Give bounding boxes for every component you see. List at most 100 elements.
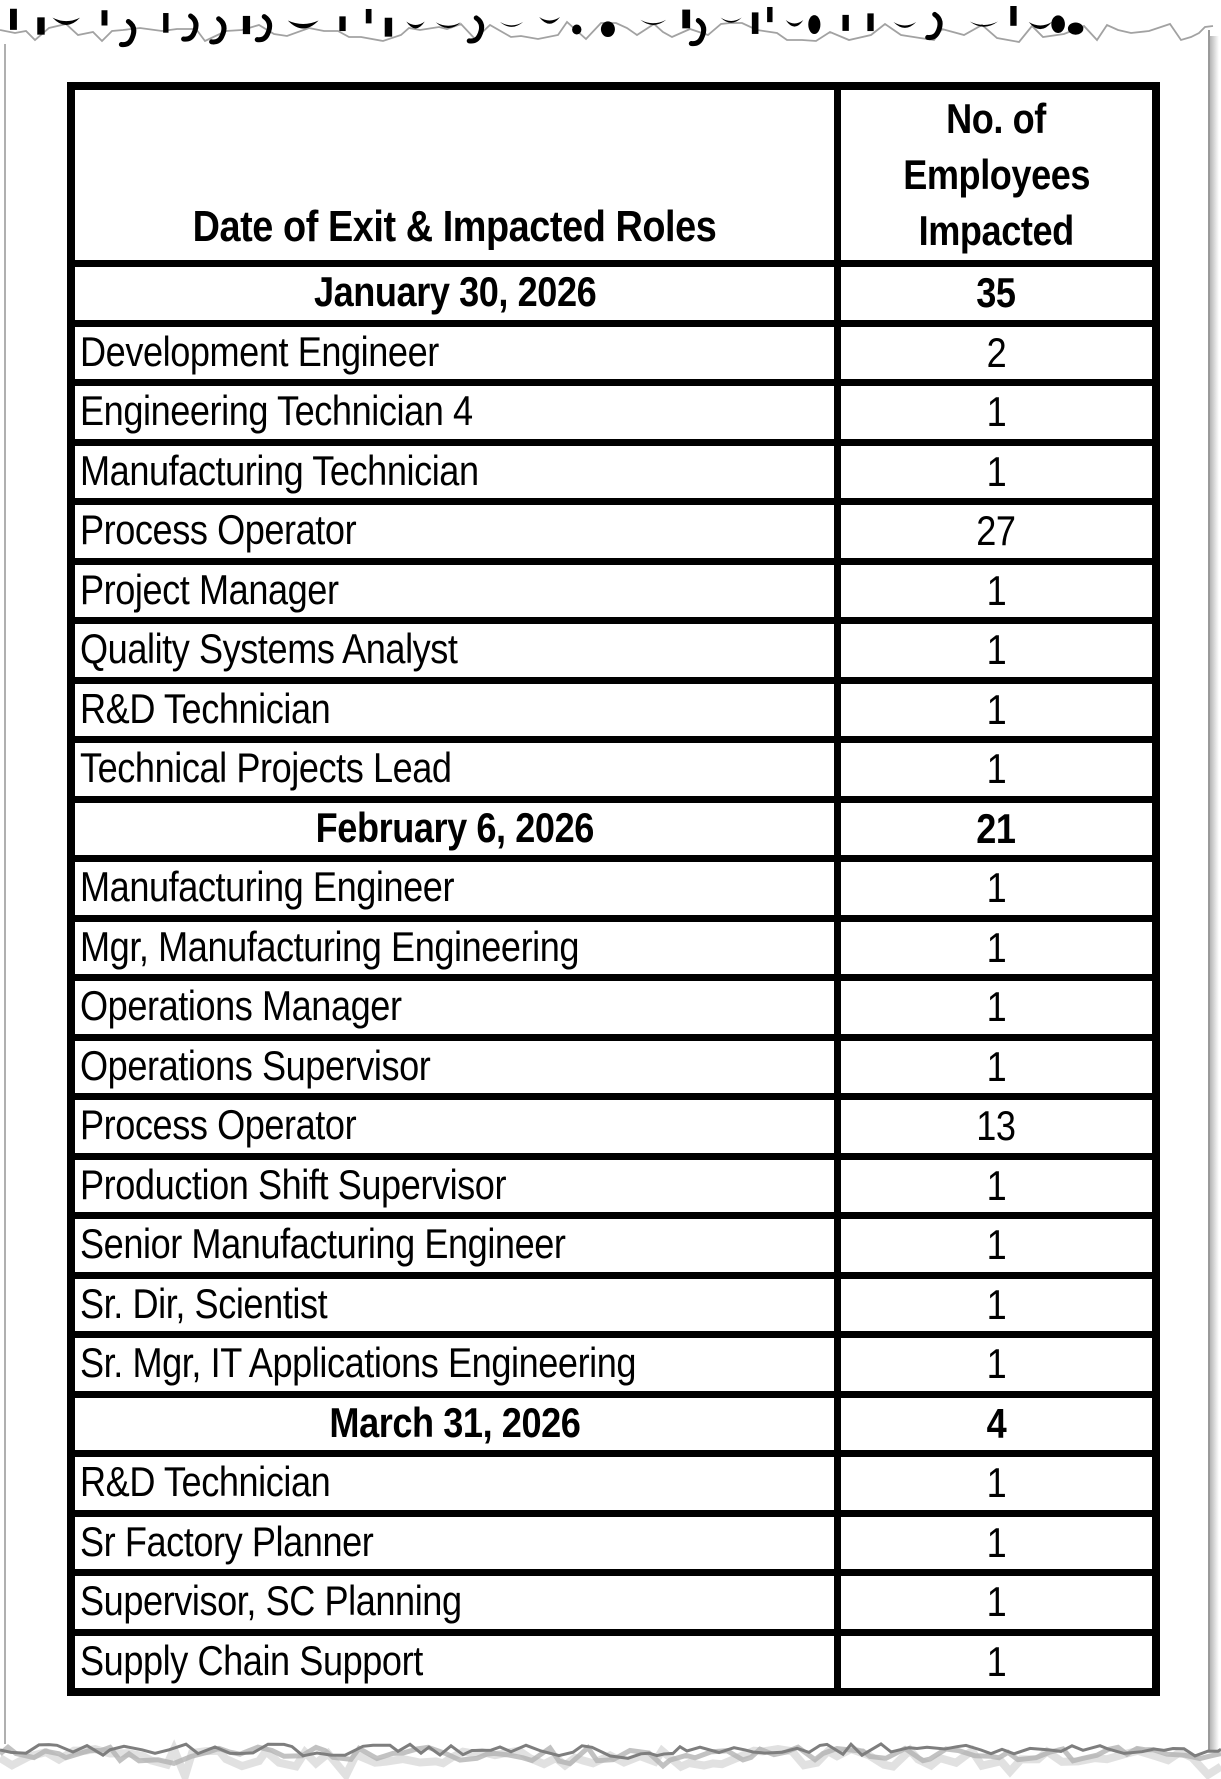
role-cell: Manufacturing Engineer (67, 855, 841, 922)
role-row: Mgr, Manufacturing Engineering 1 (67, 914, 1160, 981)
role-cell: Operations Manager (67, 974, 841, 1041)
section-row: February 6, 2026 21 (67, 795, 1160, 862)
role-count: 1 (986, 1280, 1007, 1328)
role-count-cell: 1 (833, 617, 1160, 684)
role-label: Production Shift Supervisor (80, 1160, 507, 1208)
role-row: Process Operator 13 (67, 1093, 1160, 1160)
count-header-line-3: Impacted (918, 207, 1075, 254)
role-row: Sr Factory Planner 1 (67, 1509, 1160, 1576)
role-count: 1 (986, 923, 1007, 971)
role-label: Manufacturing Technician (80, 446, 479, 494)
role-row: Technical Projects Lead 1 (67, 736, 1160, 803)
role-cell: Sr. Mgr, IT Applications Engineering (67, 1331, 841, 1398)
role-label: Supervisor, SC Planning (80, 1577, 462, 1625)
section-total-cell: 21 (833, 795, 1160, 862)
role-count: 1 (986, 685, 1007, 733)
role-count-cell: 1 (833, 855, 1160, 922)
role-count-cell: 1 (833, 1569, 1160, 1636)
role-count: 1 (986, 1340, 1007, 1388)
count-column-header: No. of Employees Impacted (833, 82, 1160, 267)
role-cell: Engineering Technician 4 (67, 379, 841, 446)
role-count-cell: 1 (833, 1509, 1160, 1576)
role-count: 1 (986, 388, 1007, 436)
role-cell: R&D Technician (67, 1450, 841, 1517)
role-label: Technical Projects Lead (80, 744, 452, 792)
role-count: 1 (986, 1161, 1007, 1209)
section-date-cell: February 6, 2026 (67, 795, 841, 862)
role-count: 1 (986, 1578, 1007, 1626)
role-label: Mgr, Manufacturing Engineering (80, 922, 580, 970)
role-cell: Project Manager (67, 557, 841, 624)
torn-top-edge (0, 6, 1214, 48)
role-count-cell: 27 (833, 498, 1160, 565)
role-row: Project Manager 1 (67, 557, 1160, 624)
section-total-cell: 4 (833, 1390, 1160, 1457)
role-label: Sr Factory Planner (80, 1517, 374, 1565)
role-cell: Process Operator (67, 498, 841, 565)
role-label: Sr. Mgr, IT Applications Engineering (80, 1339, 637, 1387)
role-cell: Supervisor, SC Planning (67, 1569, 841, 1636)
role-label: Senior Manufacturing Engineer (80, 1220, 566, 1268)
role-count-cell: 1 (833, 1450, 1160, 1517)
role-row: Operations Supervisor 1 (67, 1033, 1160, 1100)
role-label: Operations Manager (80, 982, 402, 1030)
section-date: March 31, 2026 (329, 1398, 581, 1446)
role-cell: Technical Projects Lead (67, 736, 841, 803)
role-label: Process Operator (80, 1101, 357, 1149)
section-date: January 30, 2026 (313, 268, 597, 316)
role-cell: Supply Chain Support (67, 1628, 841, 1695)
count-header-line-1: No. of (946, 95, 1047, 142)
role-count-cell: 1 (833, 1331, 1160, 1398)
role-label: Quality Systems Analyst (80, 625, 458, 673)
role-count: 27 (976, 507, 1017, 555)
role-cell: Manufacturing Technician (67, 438, 841, 505)
role-count-cell: 1 (833, 557, 1160, 624)
section-date-cell: January 30, 2026 (67, 260, 841, 327)
role-count-cell: 1 (833, 736, 1160, 803)
role-row: R&D Technician 1 (67, 676, 1160, 743)
role-row: R&D Technician 1 (67, 1450, 1160, 1517)
section-total-cell: 35 (833, 260, 1160, 327)
role-label: Operations Supervisor (80, 1041, 431, 1089)
role-label: Supply Chain Support (80, 1636, 423, 1684)
role-count: 1 (986, 983, 1007, 1031)
page-edge-right (1208, 30, 1210, 1752)
role-count-cell: 13 (833, 1093, 1160, 1160)
role-label: Process Operator (80, 506, 357, 554)
section-date: February 6, 2026 (315, 803, 595, 851)
role-count-cell: 1 (833, 1152, 1160, 1219)
page-edge-right-shadow (1210, 36, 1219, 1752)
role-row: Sr. Mgr, IT Applications Engineering 1 (67, 1331, 1160, 1398)
role-count-cell: 1 (833, 1628, 1160, 1695)
role-row: Engineering Technician 4 1 (67, 379, 1160, 446)
role-row: Manufacturing Engineer 1 (67, 855, 1160, 922)
role-count: 1 (986, 1042, 1007, 1090)
torn-bottom-edge (0, 1739, 1221, 1779)
role-count-cell: 1 (833, 676, 1160, 743)
role-cell: R&D Technician (67, 676, 841, 743)
role-count: 1 (986, 1518, 1007, 1566)
role-cell: Senior Manufacturing Engineer (67, 1212, 841, 1279)
section-row: January 30, 2026 35 (67, 260, 1160, 327)
role-cell: Production Shift Supervisor (67, 1152, 841, 1219)
role-count-cell: 1 (833, 1212, 1160, 1279)
role-count: 1 (986, 566, 1007, 614)
section-date-cell: March 31, 2026 (67, 1390, 841, 1457)
section-total: 35 (976, 269, 1017, 317)
role-count: 1 (986, 626, 1007, 674)
role-count-cell: 1 (833, 1033, 1160, 1100)
role-row: Quality Systems Analyst 1 (67, 617, 1160, 684)
role-count: 1 (986, 447, 1007, 495)
role-label: Sr. Dir, Scientist (80, 1279, 328, 1327)
role-label: R&D Technician (80, 1458, 331, 1506)
role-cell: Mgr, Manufacturing Engineering (67, 914, 841, 981)
role-count: 13 (976, 1102, 1017, 1150)
exit-schedule-table: Date of Exit & Impacted Roles No. of Emp… (67, 82, 1160, 1696)
role-label: Project Manager (80, 565, 339, 613)
role-row: Operations Manager 1 (67, 974, 1160, 1041)
count-header-line-2: Employees (902, 151, 1090, 198)
role-row: Sr. Dir, Scientist 1 (67, 1271, 1160, 1338)
role-count-cell: 1 (833, 379, 1160, 446)
roles-column-header: Date of Exit & Impacted Roles (67, 82, 841, 267)
